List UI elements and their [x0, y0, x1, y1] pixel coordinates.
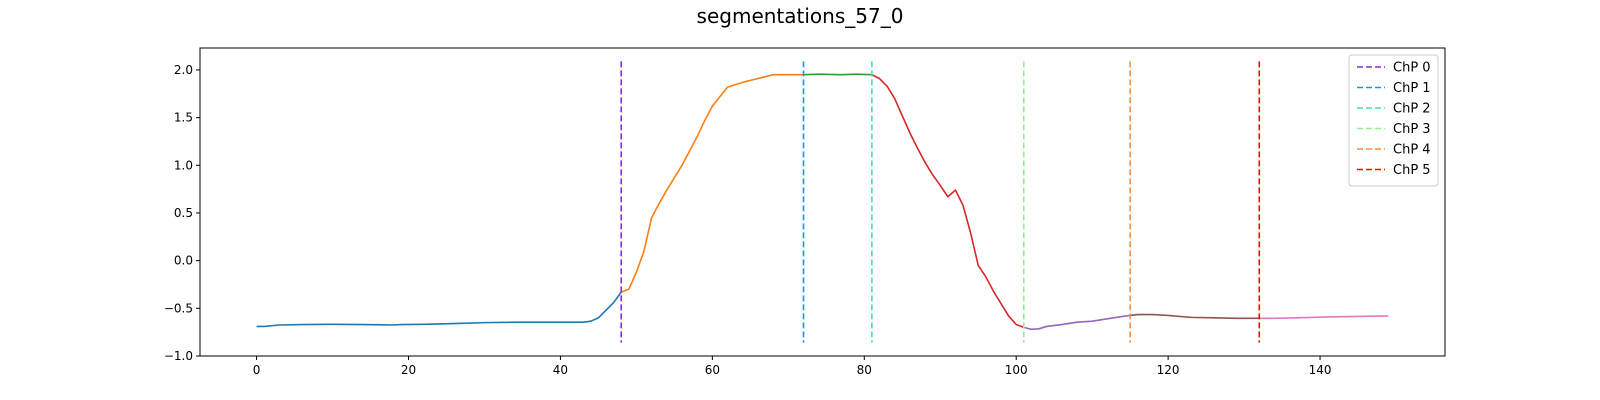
y-tick-label: −1.0	[164, 349, 193, 363]
x-tick-label: 100	[1005, 363, 1028, 377]
legend-label: ChP 4	[1393, 143, 1431, 158]
series-line-5	[1130, 313, 1260, 320]
y-tick-label: −0.5	[164, 301, 193, 315]
series-line-0	[256, 291, 622, 328]
legend-label: ChP 1	[1393, 81, 1431, 96]
y-tick-label: 1.0	[174, 158, 193, 172]
x-tick-label: 20	[401, 363, 416, 377]
series-line-6	[1259, 315, 1389, 320]
y-tick-label: 1.5	[174, 111, 193, 125]
x-tick-label: 120	[1157, 363, 1180, 377]
series-line-4	[1023, 314, 1131, 331]
legend: ChP 0 ChP 1 ChP 2 ChP 3 ChP 4 ChP 5	[1348, 54, 1439, 187]
y-tick-label: 2.0	[174, 63, 193, 77]
y-axis: −1.0 −0.5 0.0 0.5 1.0 1.5 2.0	[164, 63, 200, 363]
plot-frame	[199, 47, 1446, 357]
y-tick-label: 0.0	[174, 254, 193, 268]
x-tick-label: 60	[705, 363, 720, 377]
series-line-3	[871, 73, 1025, 329]
x-tick-label: 140	[1309, 363, 1332, 377]
x-tick-label: 0	[253, 363, 261, 377]
series-layer	[256, 73, 1389, 331]
legend-label: ChP 2	[1393, 102, 1431, 117]
y-tick-label: 0.5	[174, 206, 193, 220]
legend-label: ChP 0	[1393, 61, 1431, 76]
series-line-1	[620, 73, 804, 293]
changepoint-layer	[620, 61, 1261, 343]
x-axis: 0 20 40 60 80 100 120 140	[253, 356, 1332, 377]
legend-label: ChP 3	[1393, 122, 1431, 137]
chart-title: segmentations_57_0	[697, 4, 904, 28]
legend-label: ChP 5	[1393, 163, 1431, 178]
x-tick-label: 40	[553, 363, 568, 377]
x-tick-label: 80	[857, 363, 872, 377]
